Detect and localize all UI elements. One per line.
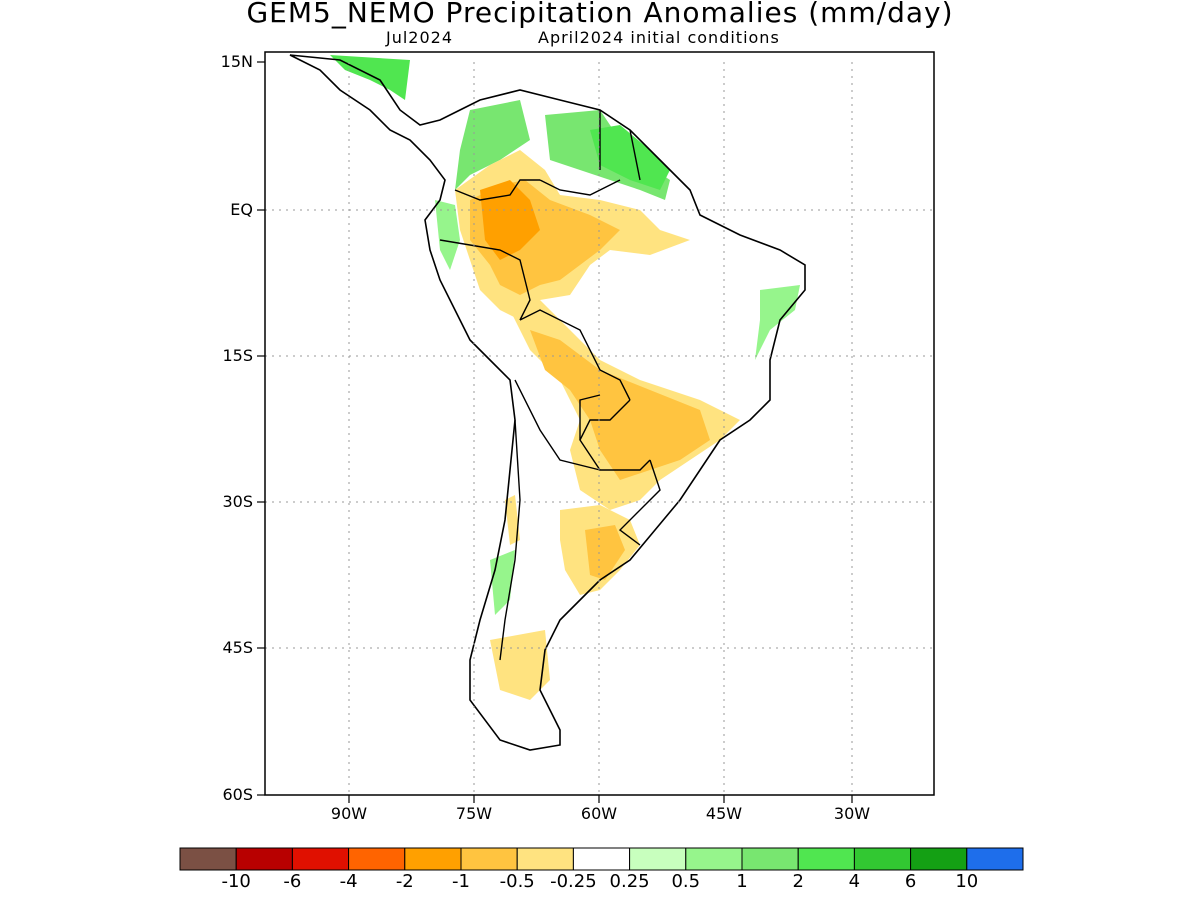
lon-label-75w: 75W	[455, 804, 493, 823]
colorbar-label: 6	[904, 871, 917, 892]
green-anomaly-north	[330, 55, 410, 100]
colorbar-swatch	[235, 847, 293, 871]
anomaly-shading	[330, 55, 800, 700]
colorbar-label: 4	[848, 871, 861, 892]
colorbar-swatch	[572, 847, 631, 871]
dry-anomaly-core	[480, 180, 540, 260]
colorbar-swatch	[797, 847, 855, 871]
lat-label-45s: 45S	[222, 638, 253, 657]
lat-label-15s: 15S	[222, 346, 253, 365]
colorbar-label: 2	[792, 871, 804, 892]
lon-label-30w: 30W	[833, 804, 871, 823]
lon-label-45w: 45W	[705, 804, 743, 823]
forecast-month: Jul2024	[386, 28, 454, 47]
lat-label-30s: 30S	[222, 492, 253, 511]
colorbar-swatch	[516, 847, 574, 871]
country-borders	[439, 110, 661, 661]
colorbar-swatch	[741, 847, 799, 871]
coastline	[289, 54, 806, 751]
lat-label-15n: 15N	[220, 52, 253, 71]
colorbar-label: -0.25	[550, 871, 597, 892]
colorbar-swatch	[291, 847, 350, 871]
dry-anomaly-central	[530, 330, 710, 480]
lat-label-eq: EQ	[230, 200, 253, 219]
colorbar-label: -10	[221, 871, 251, 892]
colorbar-label: -2	[395, 871, 414, 892]
colorbar-swatch	[348, 847, 406, 871]
colorbar-swatch	[966, 847, 1024, 871]
dry-anomaly-patagonia	[490, 630, 550, 700]
colorbar-swatch	[629, 847, 687, 871]
green-anomaly-brazil-east	[755, 285, 800, 360]
green-anomaly-guyana	[590, 125, 670, 190]
colorbar-label: 0.5	[671, 871, 701, 892]
colorbar-label: -0.5	[499, 871, 535, 892]
lat-label-60s: 60S	[222, 785, 253, 804]
colorbar-swatch	[404, 847, 462, 871]
colorbar	[179, 847, 1024, 871]
dry-anomaly-chile-north	[505, 495, 520, 545]
colorbar-swatch	[853, 847, 912, 871]
colorbar-label: -4	[339, 871, 358, 892]
colorbar-label: 0.25	[609, 871, 650, 892]
axis-ticks	[257, 61, 853, 803]
map-title: GEM5_NEMO Precipitation Anomalies (mm/da…	[246, 0, 954, 29]
colorbar-label: -6	[283, 871, 302, 892]
colorbar-label: -1	[452, 871, 470, 892]
colorbar-swatch	[460, 847, 518, 871]
colorbar-label: 10	[955, 871, 979, 892]
lon-label-60w: 60W	[580, 804, 618, 823]
green-anomaly-ecuador	[435, 200, 460, 270]
colorbar-swatch	[910, 847, 968, 871]
colorbar-label: 1	[736, 871, 748, 892]
colorbar-swatch	[179, 847, 237, 871]
colorbar-swatch	[685, 847, 743, 871]
initial-conditions: April2024 initial conditions	[538, 28, 780, 47]
lon-label-90w: 90W	[330, 804, 368, 823]
dry-anomaly-argentina-core	[585, 525, 625, 580]
gridlines	[265, 62, 934, 795]
